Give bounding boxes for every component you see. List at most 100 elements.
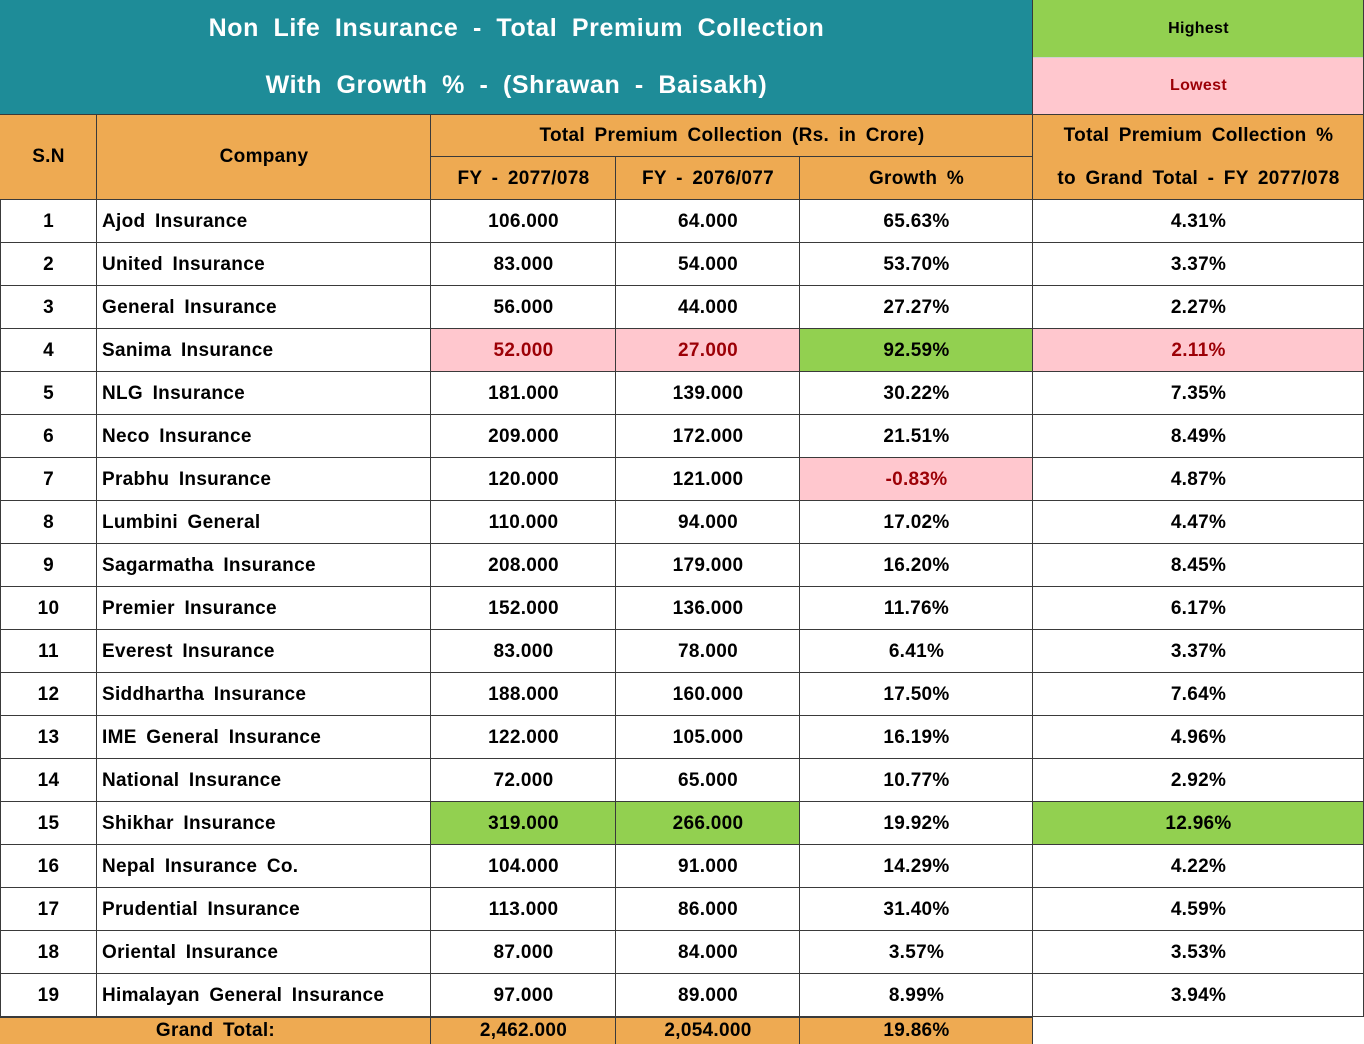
cell-growth: 10.77%: [883, 769, 950, 791]
table-row: 19 Himalayan General Insurance 97.000 89.00…: [0, 974, 1364, 1017]
cell-sn: 14: [37, 769, 60, 791]
row-divider: [0, 414, 1364, 415]
cell-company: Neco Insurance: [102, 425, 252, 447]
cell-share: 6.17%: [1170, 597, 1227, 619]
row-divider: [0, 629, 1364, 630]
row-divider: [0, 371, 1364, 372]
row-divider: [0, 285, 1364, 286]
cell-growth: 31.40%: [883, 898, 950, 920]
cell-fy-current: 120.000: [488, 468, 559, 490]
cell-growth: 30.22%: [883, 382, 950, 404]
cell-share: 12.96%: [1033, 802, 1364, 845]
column-divider: [1032, 200, 1033, 1017]
cell-fy-current: 87.000: [493, 941, 554, 963]
cell-growth: 53.70%: [883, 253, 950, 275]
cell-fy-current: 83.000: [493, 253, 554, 275]
cell-sn: 12: [37, 683, 60, 705]
row-divider: [0, 1016, 1364, 1017]
cell-growth: 19.92%: [883, 812, 950, 834]
cell-company: Prabhu Insurance: [102, 468, 272, 490]
cell-fy-current: 113.000: [488, 898, 559, 920]
cell-company: NLG Insurance: [102, 382, 246, 404]
cell-sn: 6: [43, 425, 54, 447]
grand-total-label: Grand Total:: [0, 1017, 431, 1044]
cell-company: Ajod Insurance: [102, 210, 248, 232]
cell-share: 4.47%: [1170, 511, 1227, 533]
cell-growth: 17.02%: [883, 511, 950, 533]
cell-sn: 9: [43, 554, 54, 576]
row-divider: [0, 672, 1364, 673]
cell-sn: 16: [37, 855, 60, 877]
cell-sn: 8: [43, 511, 54, 533]
table-row: 5 NLG Insurance 181.000 139.000 30.22% 7.35%: [0, 372, 1364, 415]
row-divider: [0, 887, 1364, 888]
cell-fy-current: 181.000: [488, 382, 559, 404]
cell-fy-current: 56.000: [493, 296, 554, 318]
cell-share: 3.94%: [1170, 984, 1227, 1006]
cell-growth: 3.57%: [888, 941, 945, 963]
cell-company: Nepal Insurance Co.: [102, 855, 299, 877]
cell-share: 4.31%: [1170, 210, 1227, 232]
table-row: 17 Prudential Insurance 113.000 86.000 31.40…: [0, 888, 1364, 931]
cell-sn: 4: [43, 339, 54, 361]
cell-company: IME General Insurance: [102, 726, 322, 748]
cell-fy-previous: 105.000: [672, 726, 744, 748]
grand-total-fy-current: 2,462.000: [431, 1017, 616, 1044]
cell-fy-previous: 121.000: [672, 468, 744, 490]
table-row: 9 Sagarmatha Insurance 208.000 179.000 16.20…: [0, 544, 1364, 587]
cell-share: 2.11%: [1033, 329, 1364, 372]
cell-fy-previous: 84.000: [678, 941, 738, 963]
cell-company: Siddhartha Insurance: [102, 683, 307, 705]
cell-fy-current: 319.000: [431, 802, 616, 845]
column-divider: [615, 200, 616, 1017]
cell-growth: 6.41%: [888, 640, 945, 662]
cell-fy-current: 152.000: [488, 597, 559, 619]
cell-growth: -0.83%: [800, 458, 1033, 501]
row-divider: [0, 973, 1364, 974]
table-row: 10 Premier Insurance 152.000 136.000 11.76% 6…: [0, 587, 1364, 630]
header-share-line1: Total Premium Collection %: [1033, 114, 1364, 157]
cell-fy-current: 208.000: [488, 554, 559, 576]
cell-fy-current: 104.000: [488, 855, 559, 877]
cell-fy-current: 106.000: [488, 210, 559, 232]
cell-share: 7.64%: [1170, 683, 1227, 705]
cell-fy-previous: 89.000: [678, 984, 738, 1006]
cell-sn: 1: [43, 210, 54, 232]
cell-sn: 7: [43, 468, 54, 490]
cell-company: Shikhar Insurance: [102, 812, 276, 834]
legend-highest: Highest: [1033, 0, 1364, 57]
cell-company: Oriental Insurance: [102, 941, 279, 963]
header-sn: S.N: [0, 114, 97, 200]
cell-fy-current: 97.000: [493, 984, 554, 1006]
data-table-body: 1 Ajod Insurance 106.000 64.000 65.63% 4.31% 2…: [0, 200, 1364, 1017]
cell-fy-current: 209.000: [488, 425, 559, 447]
header-fy-previous: FY - 2076/077: [616, 157, 800, 200]
cell-growth: 21.51%: [883, 425, 950, 447]
cell-growth: 27.27%: [883, 296, 950, 318]
column-divider: [96, 200, 97, 1017]
cell-fy-previous: 91.000: [678, 855, 738, 877]
table-row: 4 Sanima Insurance 52.000 27.000 92.59% 2.11%: [0, 329, 1364, 372]
cell-fy-previous: 179.000: [672, 554, 744, 576]
cell-fy-previous: 94.000: [678, 511, 738, 533]
cell-fy-previous: 86.000: [678, 898, 738, 920]
table-row: 15 Shikhar Insurance 319.000 266.000 19.92% 1…: [0, 802, 1364, 845]
grand-total-fy-previous: 2,054.000: [616, 1017, 800, 1044]
column-divider: [799, 200, 800, 1017]
cell-share: 3.37%: [1170, 253, 1227, 275]
table-row: 18 Oriental Insurance 87.000 84.000 3.57% 3.5…: [0, 931, 1364, 974]
header-company: Company: [97, 114, 431, 200]
cell-fy-current: 110.000: [488, 511, 559, 533]
cell-share: 7.35%: [1170, 382, 1227, 404]
table-row: 14 National Insurance 72.000 65.000 10.77% 2.…: [0, 759, 1364, 802]
row-divider: [0, 715, 1364, 716]
row-divider: [0, 328, 1364, 329]
cell-fy-previous: 78.000: [678, 640, 738, 662]
column-divider: [0, 200, 1, 1017]
cell-fy-previous: 44.000: [678, 296, 738, 318]
cell-fy-current: 83.000: [493, 640, 554, 662]
cell-growth: 8.99%: [888, 984, 945, 1006]
table-row: 7 Prabhu Insurance 120.000 121.000 -0.83% 4.8…: [0, 458, 1364, 501]
grand-total-growth: 19.86%: [800, 1017, 1033, 1044]
table-row: 1 Ajod Insurance 106.000 64.000 65.63% 4.31%: [0, 200, 1364, 243]
